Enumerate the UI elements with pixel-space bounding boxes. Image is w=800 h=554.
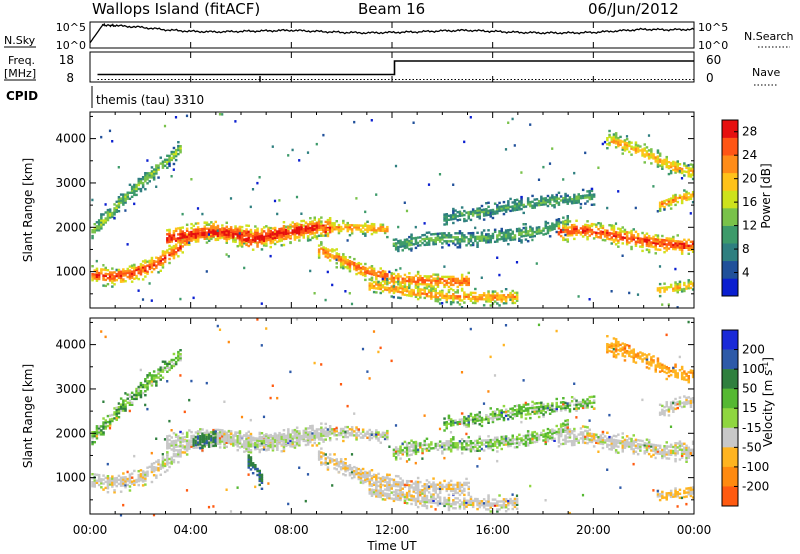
nsky-range-top: 10^5 (56, 21, 86, 34)
power-colorbar-tick-label: 8 (742, 242, 750, 256)
nsky-label: N.Sky (4, 34, 36, 47)
time-axis-label: Time UT (366, 539, 417, 553)
power-colorbar-tick-label: 12 (742, 219, 757, 233)
time-tick-label: 00:00 (73, 523, 108, 537)
power-colorbar-tick-label: 4 (742, 266, 750, 280)
power-colorbar-swatch (722, 172, 738, 191)
power-colorbar-tick-label: 16 (742, 195, 757, 209)
velocity-colorbar-swatch (722, 486, 738, 507)
velocity-colorbar-tick-label: -15 (742, 421, 762, 435)
nave-label: Nave (752, 66, 780, 79)
freq-series-line (97, 60, 694, 76)
nsky-series-line (89, 22, 695, 44)
velocity-ytick-label: 4000 (55, 338, 86, 352)
freq-range-bottom: 8 (66, 71, 74, 85)
power-colorbar-swatch (722, 137, 738, 156)
station-title: Wallops Island (fitACF) (92, 0, 260, 18)
freq-unit: [MHz] (4, 67, 36, 80)
velocity-colorbar-tick-label: -100 (742, 460, 769, 474)
time-tick-label: 00:00 (677, 523, 712, 537)
velocity-ytick-label: 1000 (55, 471, 86, 485)
velocity-colorbar-tick-label: 15 (742, 401, 757, 415)
power-colorbar-swatch (722, 260, 738, 279)
power-colorbar-swatch (722, 208, 738, 226)
nave-range-bottom: 0 (706, 71, 714, 85)
cpid-label: CPID (6, 89, 38, 103)
velocity-ytick-label: 3000 (55, 382, 86, 396)
power-colorbar-swatch (722, 155, 738, 174)
velocity-colorbar: 200 100 50 15 -15 -50 -100 -200 (721, 329, 769, 507)
power-ytick-label: 2000 (55, 220, 86, 234)
nave-range-top: 60 (706, 53, 721, 67)
time-tick-label: 20:00 (576, 523, 611, 537)
time-axis: 00:00 04:00 08:00 12:00 16:00 20:00 00:00 (73, 22, 712, 537)
time-tick-label: 08:00 (274, 523, 309, 537)
velocity-colorbar-swatch (722, 369, 738, 389)
freq-label: Freq. (8, 54, 35, 67)
velocity-colorbar-swatch (722, 447, 738, 468)
power-colorbar-swatch (722, 120, 738, 138)
velocity-y-axis: 1000 2000 3000 4000 (55, 321, 694, 501)
power-colorbar-swatch (722, 225, 738, 244)
velocity-colorbar-swatch (722, 388, 738, 409)
velocity-colorbar-swatch (722, 349, 738, 370)
power-y-axis-label: Slant Range [km] (21, 158, 35, 262)
power-colorbar-label: Power [dB] (759, 163, 773, 228)
power-colorbar-tick-label: 28 (742, 125, 757, 139)
freq-range-top: 18 (59, 53, 74, 67)
power-ytick-label: 3000 (55, 176, 86, 190)
velocity-colorbar-tick-label: 100 (742, 362, 765, 376)
velocity-colorbar-tick-label: -200 (742, 479, 769, 493)
velocity-colorbar-swatch (722, 330, 738, 350)
power-colorbar: 4 8 12 16 20 24 28 (721, 119, 757, 297)
velocity-colorbar-swatch (722, 408, 738, 429)
nsearch-range-bottom: 10^0 (698, 39, 728, 52)
cpid-value: themis (tau) 3310 (96, 93, 204, 107)
power-ytick-label: 4000 (55, 132, 86, 146)
power-ytick-label: 1000 (55, 265, 86, 279)
velocity-colorbar-swatch (722, 466, 738, 487)
time-tick-label: 04:00 (173, 523, 208, 537)
time-tick-label: 12:00 (375, 523, 410, 537)
velocity-y-axis-label: Slant Range [km] (21, 364, 35, 468)
velocity-colorbar-tick-label: 200 (742, 343, 765, 357)
time-tick-label: 16:00 (475, 523, 510, 537)
nsearch-label: N.Search (744, 30, 794, 43)
nsky-range-bottom: 10^0 (56, 39, 86, 52)
velocity-colorbar-frame (721, 329, 739, 507)
velocity-heatmap-cells (91, 318, 695, 517)
power-colorbar-frame (721, 119, 739, 297)
power-colorbar-tick-label: 20 (742, 172, 757, 186)
power-colorbar-swatch (722, 278, 738, 297)
velocity-colorbar-tick-label: 50 (742, 382, 757, 396)
velocity-colorbar-tick-label: -50 (742, 440, 762, 454)
date-title: 06/Jun/2012 (588, 0, 679, 18)
beam-title: Beam 16 (358, 0, 425, 18)
power-colorbar-swatch (722, 243, 738, 262)
power-y-axis: 1000 2000 3000 4000 (55, 115, 694, 295)
power-colorbar-tick-label: 24 (742, 148, 757, 162)
power-colorbar-swatch (722, 190, 738, 209)
nsearch-range-top: 10^5 (698, 21, 728, 34)
velocity-ytick-label: 2000 (55, 426, 86, 440)
velocity-colorbar-swatch (722, 427, 738, 448)
velocity-colorbar-label: Velocity [m s-1] (761, 357, 776, 447)
power-heatmap-cells (91, 113, 695, 309)
